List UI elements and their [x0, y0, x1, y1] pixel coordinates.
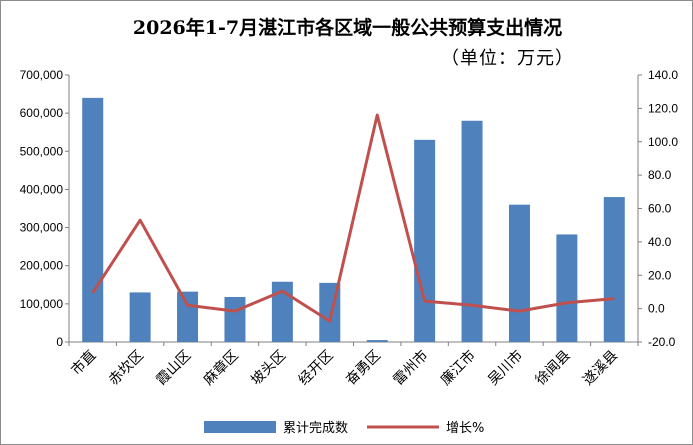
- bar: [366, 340, 388, 342]
- growth-line: [91, 113, 615, 323]
- left-tick-label: 300,000: [20, 221, 64, 235]
- legend-label-line: 增长%: [446, 421, 484, 436]
- left-tick-label: 100,000: [20, 297, 64, 311]
- left-tick-label: 600,000: [20, 106, 64, 120]
- bar: [82, 97, 104, 342]
- legend-swatch-bar: [204, 421, 276, 433]
- category-label: 奋勇区: [343, 348, 384, 389]
- left-axis-ticks: 0 100,000 200,000 300,000 400,000 500,000 600,…: [20, 68, 69, 349]
- right-tick-label: 80.0: [648, 168, 672, 182]
- bar: [177, 291, 199, 342]
- category-label: 廉江市: [437, 347, 479, 389]
- left-tick-label: 700,000: [20, 68, 64, 82]
- right-tick-label: 140.0: [648, 68, 678, 82]
- right-tick-label: 60.0: [648, 202, 672, 216]
- category-label: 经开区: [296, 348, 337, 389]
- bar: [508, 204, 530, 342]
- left-tick-label: 0: [56, 335, 63, 349]
- right-tick-label: 100.0: [648, 135, 678, 149]
- category-label: 霞山区: [153, 348, 194, 389]
- bar: [414, 139, 436, 342]
- right-axis-ticks: -20.0 0.0 20.0 40.0 60.0 80.0 100.0 120.0 140.0: [638, 68, 678, 349]
- category-label: 坡头区: [248, 348, 289, 389]
- left-tick-label: 400,000: [20, 182, 64, 196]
- right-tick-label: 0.0: [648, 302, 665, 316]
- legend: 累计完成数 增长%: [204, 421, 484, 436]
- left-tick-label: 200,000: [20, 259, 64, 273]
- right-tick-label: 40.0: [648, 235, 672, 249]
- legend-label-bar: 累计完成数: [283, 421, 348, 436]
- category-labels: 市直 赤坎区 霞山区 麻章区 坡头区 经开区 奋勇区 雷州市 廉江市 吴川市 徐闻县 遂溪县: [68, 342, 639, 389]
- right-tick-label: 20.0: [648, 268, 672, 282]
- category-label: 市直: [68, 347, 100, 379]
- right-tick-label: -20.0: [648, 335, 676, 349]
- category-label: 赤坎区: [106, 348, 147, 389]
- bar: [461, 120, 483, 343]
- bar: [556, 234, 578, 342]
- bar: [271, 281, 293, 342]
- bar: [224, 296, 246, 342]
- bar-series: [82, 97, 625, 343]
- line-series: [91, 113, 615, 323]
- category-label: 麻章区: [200, 347, 242, 389]
- bar: [129, 292, 151, 342]
- chart-subtitle: （单位：万元）: [441, 48, 574, 69]
- right-tick-label: 120.0: [648, 101, 678, 115]
- category-label: 雷州市: [390, 347, 432, 389]
- bar: [603, 197, 625, 342]
- left-tick-label: 500,000: [20, 144, 64, 158]
- category-label: 徐闻县: [533, 348, 574, 389]
- chart-title: 2026年1-7月湛江市各区域一般公共预算支出情况: [132, 17, 563, 39]
- category-label: 吴川市: [485, 347, 527, 389]
- category-label: 遂溪县: [580, 348, 621, 389]
